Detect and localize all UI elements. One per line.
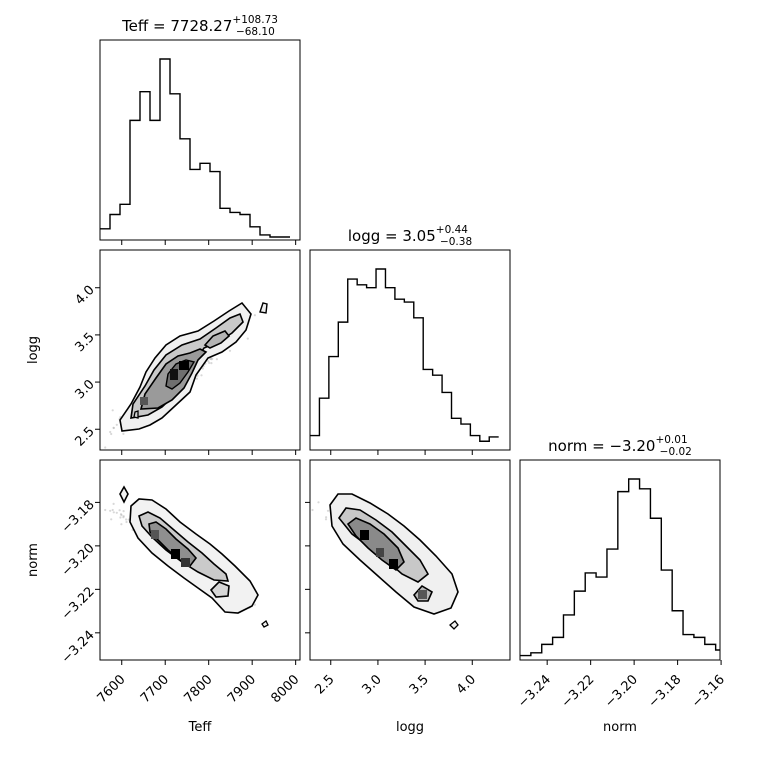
sample-point [125, 518, 128, 521]
title-logg: logg = 3.05+0.44 −0.38 [348, 224, 472, 248]
sample-point [201, 367, 204, 370]
sample-point [228, 349, 232, 352]
sample-point [195, 377, 198, 380]
sample-point [109, 509, 112, 512]
ylabel-logg: logg [26, 336, 41, 364]
sample-point [111, 508, 114, 512]
panel-frame-norm-vs-logg [309, 459, 511, 661]
contour-island-right [209, 581, 230, 598]
sample-point [104, 446, 107, 449]
density-peak [140, 397, 148, 405]
ylabel-norm: norm [26, 543, 41, 577]
contour-island-upper [203, 330, 231, 349]
panel-frame-hist-logg [309, 249, 511, 451]
sample-point [104, 508, 107, 512]
sample-point [118, 509, 121, 512]
density-peak [170, 369, 178, 380]
sample-point [119, 516, 122, 519]
sample-point [120, 514, 123, 517]
density-peak [151, 530, 159, 539]
histogram-step-norm [520, 478, 720, 657]
sample-point [317, 501, 320, 504]
histogram-step-teff [100, 58, 290, 238]
title-teff: Teff = 7728.27+108.73 −68.10 [121, 14, 278, 38]
density-peak [360, 530, 369, 540]
histogram-step-logg [310, 268, 499, 442]
density-norm-vs-teff [119, 485, 269, 628]
density-peak [179, 361, 189, 370]
sample-point [215, 358, 218, 361]
contour-island-low [133, 410, 139, 419]
title-norm: norm = −3.20+0.01 −0.02 [548, 434, 692, 458]
density-norm-vs-logg [329, 493, 459, 630]
sample-point [122, 510, 125, 513]
panel-frame-hist-norm [519, 459, 721, 661]
sample-point [324, 518, 328, 521]
sample-point [196, 374, 199, 377]
density-peak [389, 559, 398, 569]
sample-point [207, 360, 210, 363]
sample-point [110, 432, 113, 436]
panel-frame-logg-vs-teff [99, 249, 301, 451]
sample-point [208, 361, 211, 364]
sample-point [311, 508, 314, 512]
sample-point [246, 337, 249, 340]
density-peak [181, 558, 190, 567]
sample-point [209, 357, 212, 360]
sample-point [125, 520, 128, 524]
sample-point [122, 515, 125, 518]
xlabel-norm: norm [603, 720, 637, 735]
sample-point [112, 426, 115, 430]
panel-frame-norm-vs-teff [99, 459, 301, 661]
sample-point [253, 314, 256, 317]
histogram-norm [520, 478, 720, 657]
sample-point [112, 511, 115, 514]
sample-point [112, 502, 115, 505]
panel-frame-hist-teff [99, 39, 301, 241]
sample-point [115, 423, 118, 426]
sample-point [325, 516, 328, 519]
sample-point [253, 603, 256, 606]
sample-point [120, 523, 123, 526]
sample-point [210, 362, 213, 365]
xlabel-teff: Teff [188, 720, 213, 735]
density-peak [418, 590, 427, 599]
contour-island-left [119, 485, 129, 504]
sample-point [200, 374, 203, 377]
contour-island-tail [449, 620, 459, 630]
histogram-teff [100, 58, 290, 238]
xlabel-logg: logg [396, 720, 424, 735]
sample-point [111, 409, 114, 412]
sample-point [109, 430, 112, 434]
sample-point [110, 518, 113, 521]
density-peak [376, 548, 384, 557]
contour-island-right [259, 302, 268, 314]
sample-point [115, 511, 118, 514]
sample-point [326, 509, 330, 512]
histogram-logg [310, 268, 499, 442]
contour-island-tail [261, 620, 269, 628]
density-peak [171, 549, 180, 559]
density-logg-vs-teff [119, 301, 268, 432]
sample-point [122, 432, 125, 435]
